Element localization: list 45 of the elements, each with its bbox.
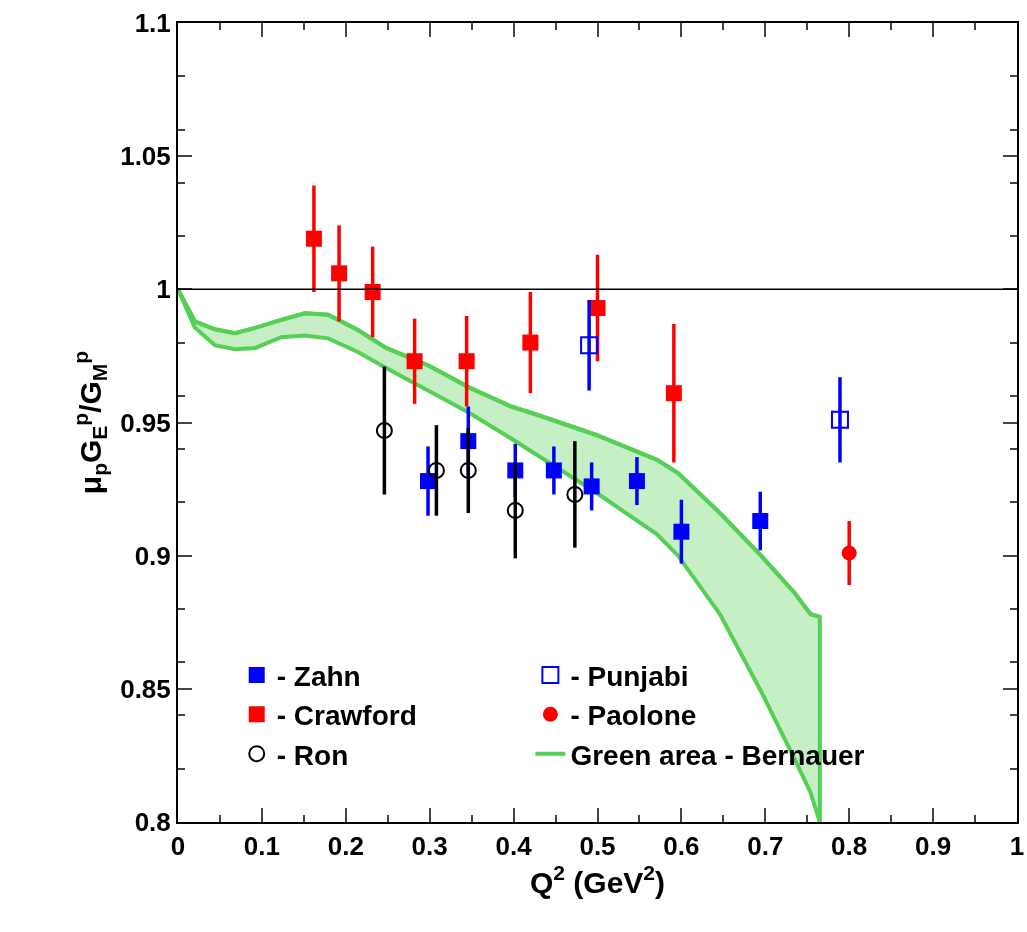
point — [583, 478, 600, 495]
y-tick-label: 1.1 — [134, 8, 171, 39]
point — [459, 461, 477, 479]
x-tick-label: 0.4 — [495, 831, 533, 862]
x-tick-label: 0.7 — [747, 831, 784, 862]
point — [752, 513, 769, 530]
point — [427, 461, 445, 479]
point — [665, 385, 682, 402]
y-tick-label: 0.8 — [134, 807, 171, 838]
y-tick-label: 1.05 — [120, 141, 171, 172]
point — [566, 485, 584, 503]
point — [545, 462, 562, 479]
point — [628, 473, 645, 490]
point — [673, 523, 690, 540]
x-tick-label: 1 — [1009, 831, 1025, 862]
y-tick-label: 0.85 — [120, 673, 171, 704]
point — [580, 336, 599, 355]
x-axis-title: Q$^{2}$ (GeV$^{2}$) — [529, 861, 666, 899]
x-tick-label: 0.6 — [663, 831, 700, 862]
point — [458, 353, 475, 370]
point — [589, 299, 606, 316]
x-tick-label: 0.2 — [327, 831, 364, 862]
legend-label: - Crawford — [276, 700, 417, 732]
x-tick-label: 0.5 — [579, 831, 616, 862]
y-tick-label: 0.95 — [120, 407, 171, 438]
x-tick-label: 0.3 — [411, 831, 448, 862]
legend-label: - Paolone — [570, 700, 697, 732]
y-tick-label: 0.9 — [134, 540, 171, 571]
point — [841, 545, 857, 561]
y-tick-label: 1 — [156, 274, 171, 305]
legend-label: - Punjabi — [570, 660, 689, 692]
legend-label: - Zahn — [276, 660, 361, 692]
point — [506, 501, 524, 519]
x-tick-label: 0.9 — [915, 831, 952, 862]
point — [364, 284, 381, 300]
legend-label: - Ron — [276, 739, 349, 771]
x-tick-label: 0 — [170, 831, 186, 862]
point — [522, 334, 539, 351]
point — [375, 421, 393, 439]
x-tick-label: 0.8 — [831, 831, 868, 862]
point — [331, 265, 348, 282]
point — [406, 353, 423, 370]
x-tick-label: 0.1 — [243, 831, 280, 862]
point — [830, 410, 849, 429]
point — [305, 230, 322, 247]
